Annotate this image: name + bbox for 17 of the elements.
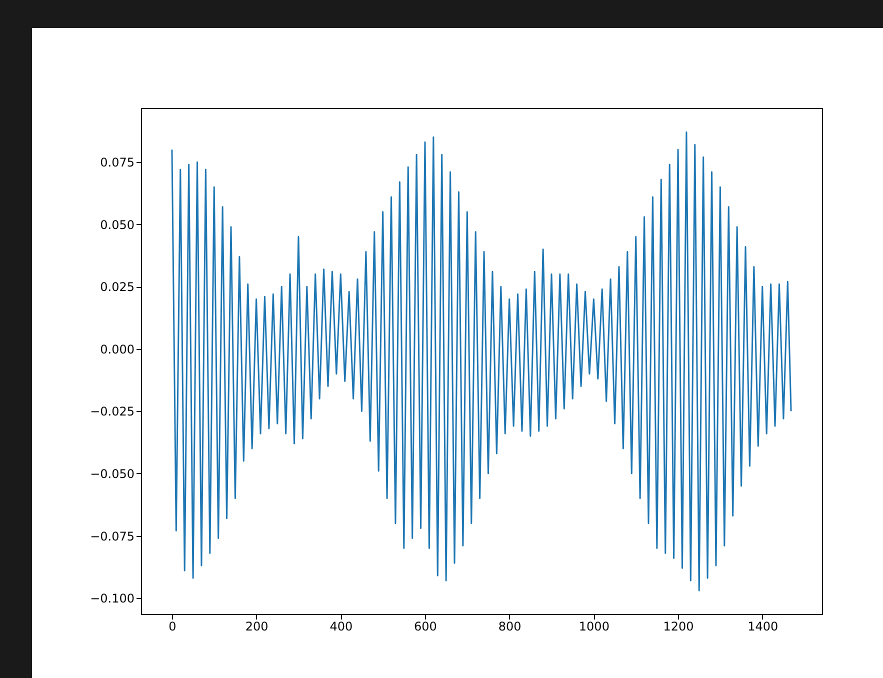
line-series	[171, 131, 792, 592]
x-tick-label: 1000	[578, 620, 610, 634]
x-tick-label: 600	[414, 620, 437, 634]
y-tick-label: 0.000	[100, 342, 134, 356]
y-tick-label: −0.100	[90, 592, 134, 606]
y-tick-label: 0.050	[100, 218, 134, 232]
x-tick-label: 0	[168, 620, 176, 634]
x-tick-label: 400	[330, 620, 353, 634]
x-tick-label: 1200	[663, 620, 694, 634]
y-tick-label: 0.075	[100, 156, 134, 170]
y-tick-label: −0.025	[90, 404, 134, 419]
y-tick-label: −0.075	[90, 529, 134, 544]
y-tick-label: −0.050	[90, 466, 134, 481]
x-tick-label: 1400	[748, 620, 778, 634]
x-tick-label: 200	[245, 620, 268, 634]
x-tick-label: 800	[498, 620, 522, 634]
y-tick-label: 0.025	[100, 280, 134, 294]
